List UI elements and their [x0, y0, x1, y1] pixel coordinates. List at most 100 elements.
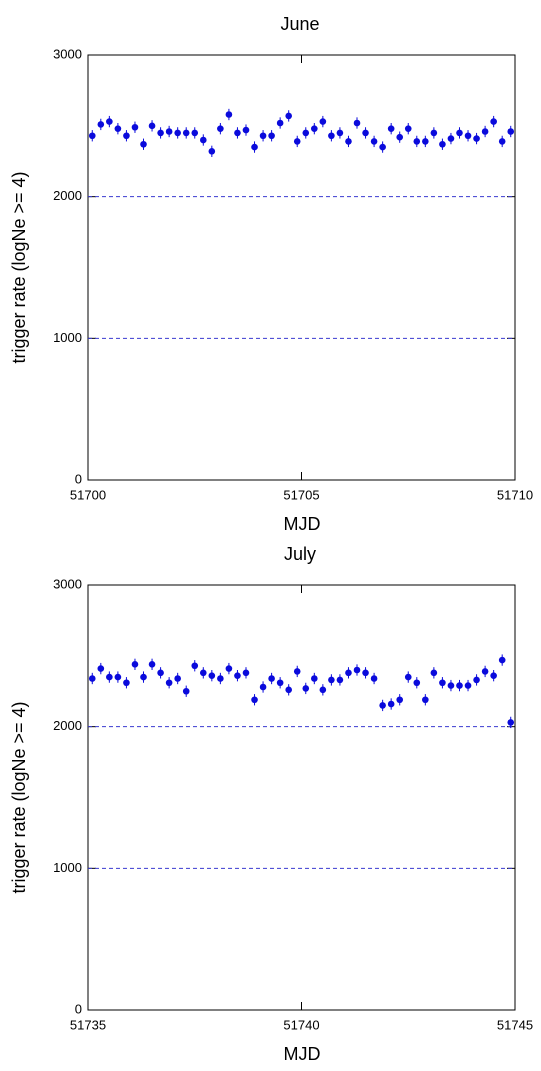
data-point [439, 679, 446, 687]
data-point [157, 129, 164, 137]
y-tick-label: 3000 [53, 46, 82, 61]
data-point [242, 669, 250, 677]
data-point [422, 696, 429, 704]
data-point [404, 125, 412, 132]
data-point [259, 683, 267, 691]
y-tick-label: 2000 [53, 188, 82, 203]
data-point [268, 675, 275, 682]
data-point [481, 128, 489, 135]
chart-title: July [284, 544, 316, 564]
data-point [217, 125, 224, 132]
data-point [336, 676, 344, 684]
data-point [430, 669, 438, 677]
data-point [302, 685, 310, 692]
x-tick-label: 51740 [283, 1017, 319, 1032]
data-point [396, 696, 404, 704]
data-point [199, 669, 207, 677]
data-point [498, 656, 506, 664]
data-point [182, 687, 190, 695]
data-point [191, 662, 199, 670]
data-point [353, 119, 361, 127]
y-axis-label: trigger rate (logNe >= 4) [9, 171, 29, 363]
data-point [123, 132, 130, 140]
data-point [285, 686, 292, 694]
data-point [148, 122, 156, 130]
data-point [328, 676, 335, 684]
data-point [447, 135, 455, 142]
data-point [191, 129, 199, 137]
data-point [234, 672, 241, 679]
data-point [157, 669, 164, 677]
data-point [259, 132, 267, 140]
data-point [473, 135, 480, 142]
data-point [456, 129, 463, 137]
data-point [276, 679, 284, 687]
x-tick-label: 51735 [70, 1017, 106, 1032]
data-point [447, 682, 455, 689]
data-point [251, 696, 258, 704]
data-point [481, 668, 489, 675]
data-point [422, 138, 429, 145]
data-point [225, 665, 233, 672]
plot-frame [87, 584, 516, 1011]
data-point [268, 132, 275, 140]
data-point [165, 679, 173, 687]
data-point [379, 143, 386, 151]
data-point [123, 679, 130, 687]
data-point [404, 673, 412, 681]
data-point [328, 132, 335, 140]
data-point [302, 129, 310, 137]
data-point [370, 138, 378, 145]
data-point [174, 129, 181, 137]
y-tick-label: 0 [75, 1001, 82, 1016]
data-point [97, 121, 105, 128]
data-point [439, 140, 446, 148]
data-point [114, 125, 122, 132]
data-point [396, 133, 404, 141]
data-point [97, 665, 105, 672]
data-point [106, 673, 113, 681]
data-point [140, 673, 147, 681]
data-point [507, 719, 515, 726]
data-point [413, 679, 421, 687]
data-point [114, 673, 122, 681]
data-point [362, 669, 369, 677]
data-point [387, 700, 395, 708]
data-point [353, 666, 361, 674]
data-point [345, 669, 352, 677]
x-tick-label: 51710 [497, 487, 533, 502]
data-point [88, 132, 96, 140]
y-tick-label: 0 [75, 471, 82, 486]
y-tick-label: 1000 [53, 860, 82, 875]
data-point [251, 143, 258, 151]
data-point [370, 675, 378, 682]
data-point [311, 125, 318, 132]
data-point [336, 129, 344, 137]
x-tick-label: 51745 [497, 1017, 533, 1032]
data-point [217, 675, 224, 682]
x-tick-label: 51705 [283, 487, 319, 502]
data-point [456, 682, 463, 689]
data-point [490, 672, 497, 679]
data-point [225, 111, 233, 118]
data-point [293, 668, 301, 675]
plot-frame [87, 54, 516, 481]
data-point [165, 128, 173, 135]
data-point [473, 676, 480, 684]
data-point [464, 132, 472, 140]
data-point [430, 129, 438, 137]
data-point [490, 118, 497, 125]
y-tick-label: 2000 [53, 718, 82, 733]
data-point [464, 682, 472, 689]
data-point [311, 675, 318, 682]
data-point [88, 675, 96, 682]
y-tick-label: 3000 [53, 576, 82, 591]
data-point [387, 125, 395, 132]
data-point [285, 112, 292, 120]
data-point [413, 138, 421, 145]
x-tick-label: 51700 [70, 487, 106, 502]
data-point [319, 118, 327, 125]
data-point [182, 129, 190, 137]
data-point [208, 672, 216, 679]
